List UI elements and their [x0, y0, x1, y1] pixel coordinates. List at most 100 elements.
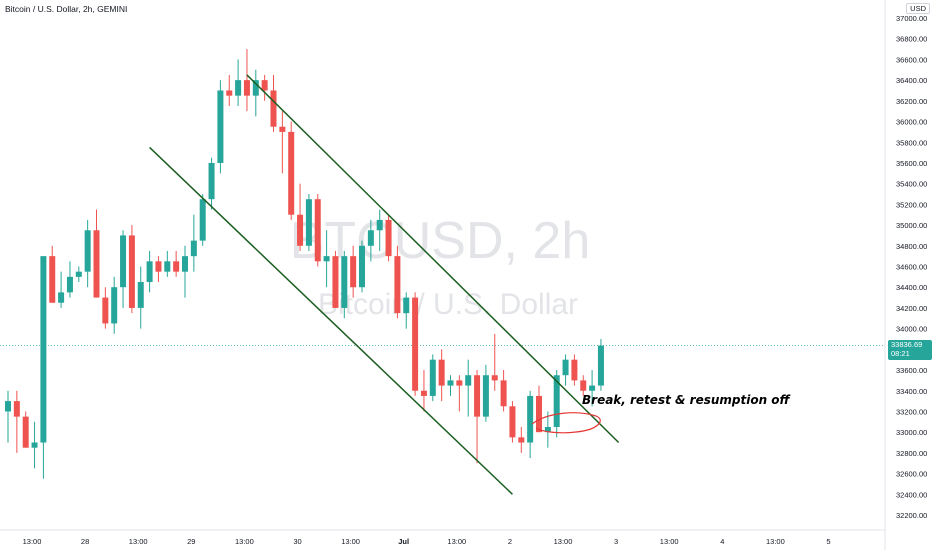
candle-body — [31, 442, 38, 448]
price-tick-label: 37000.00 — [896, 14, 927, 23]
price-tick-label: 34800.00 — [896, 242, 927, 251]
candle-body — [235, 80, 242, 96]
candle-body — [155, 261, 162, 272]
candle-body — [226, 90, 233, 96]
candle-body — [111, 287, 118, 324]
price-tick-label: 36000.00 — [896, 118, 927, 127]
price-tick-label: 33000.00 — [896, 428, 927, 437]
candle-body — [288, 131, 295, 215]
candle-body — [252, 80, 259, 96]
time-tick-label: 2 — [508, 537, 512, 546]
price-tick-label: 35000.00 — [896, 221, 927, 230]
candle-body — [182, 256, 188, 272]
price-tick-label: 32600.00 — [896, 470, 927, 479]
candle-body — [597, 345, 604, 386]
candle-body — [350, 256, 357, 288]
price-tick-label: 32200.00 — [896, 511, 927, 520]
candle-body — [580, 380, 587, 391]
candle-body — [93, 230, 100, 298]
time-tick-label: 28 — [81, 537, 89, 546]
candle-body — [589, 385, 596, 391]
price-tick-label: 36800.00 — [896, 35, 927, 44]
candle-body — [137, 282, 144, 308]
candle-body — [190, 240, 197, 257]
candle-body — [332, 256, 339, 308]
watermark-name: Bitcoin / U.S. Dollar — [318, 288, 578, 321]
candle-body — [447, 380, 454, 386]
candle-body — [536, 395, 542, 433]
last-price-value: 33836.69 — [891, 340, 923, 349]
candle-body — [553, 375, 560, 427]
candle-body — [544, 426, 551, 433]
time-tick-label: 13:00 — [766, 537, 785, 546]
candle-body — [394, 256, 401, 314]
candle-body — [208, 162, 215, 200]
last-price-badge: 33836.69 08:21 — [888, 340, 932, 360]
price-tick-label: 33200.00 — [896, 407, 927, 416]
candle-body — [465, 375, 472, 386]
time-tick-label: 13:00 — [235, 537, 254, 546]
price-tick-label: 35600.00 — [896, 159, 927, 168]
chart-title: Bitcoin / U.S. Dollar, 2h, GEMINI — [5, 4, 128, 14]
price-tick-label: 34600.00 — [896, 263, 927, 272]
candle-body — [75, 271, 82, 277]
lower-channel-line — [149, 146, 513, 495]
candle-body — [474, 375, 481, 417]
price-tick-label: 34000.00 — [896, 325, 927, 334]
candle-body — [84, 230, 91, 272]
candle-body — [456, 380, 463, 386]
candle-body — [13, 401, 20, 417]
candle-body — [164, 261, 171, 272]
candle-body — [341, 256, 348, 308]
countdown-timer: 08:21 — [891, 349, 910, 358]
candle-body — [128, 235, 135, 308]
price-tick-label: 35400.00 — [896, 180, 927, 189]
candle-body — [438, 359, 445, 386]
candle-body — [66, 276, 73, 293]
candle-body — [518, 437, 525, 443]
candle-body — [420, 390, 427, 396]
candle-body — [102, 297, 109, 324]
time-tick-label: Jul — [398, 537, 409, 546]
candle-body — [49, 256, 56, 303]
candle-body — [429, 359, 436, 396]
candle-body — [509, 406, 516, 438]
candle-body — [58, 292, 65, 303]
price-tick-label: 34200.00 — [896, 304, 927, 313]
candle-body — [217, 90, 224, 163]
price-tick-label: 34400.00 — [896, 283, 927, 292]
price-tick-label: 35200.00 — [896, 200, 927, 209]
candle-body — [146, 261, 153, 283]
candles-group — [5, 49, 604, 479]
time-tick-label: 4 — [720, 537, 724, 546]
time-tick-label: 30 — [293, 537, 301, 546]
candle-body — [297, 214, 304, 246]
price-tick-label: 36600.00 — [896, 55, 927, 64]
candle-body — [120, 235, 127, 288]
candle-body — [571, 359, 578, 381]
currency-label[interactable]: USD — [906, 3, 930, 14]
candle-body — [500, 380, 507, 407]
candle-body — [323, 256, 330, 262]
candle-body — [385, 219, 392, 257]
annotation-text: Break, retest & resumption off — [582, 393, 791, 407]
price-tick-label: 36200.00 — [896, 97, 927, 106]
time-tick-label: 13:00 — [129, 537, 148, 546]
time-tick-label: 5 — [826, 537, 830, 546]
candle-body — [359, 245, 365, 288]
time-tick-label: 13:00 — [554, 537, 573, 546]
candle-body — [173, 261, 180, 272]
price-tick-label: 33600.00 — [896, 366, 927, 375]
candle-body — [491, 375, 498, 381]
candle-body — [22, 416, 29, 448]
price-tick-label: 32800.00 — [896, 449, 927, 458]
candle-body — [279, 126, 286, 132]
price-tick-label: 36400.00 — [896, 76, 927, 85]
candle-body — [199, 199, 206, 241]
candle-body — [270, 90, 277, 127]
watermark-symbol: BTCUSD, 2h — [290, 212, 591, 270]
candle-body — [243, 80, 250, 96]
retest-circle-annotation — [531, 412, 601, 434]
candle-body — [482, 375, 489, 417]
